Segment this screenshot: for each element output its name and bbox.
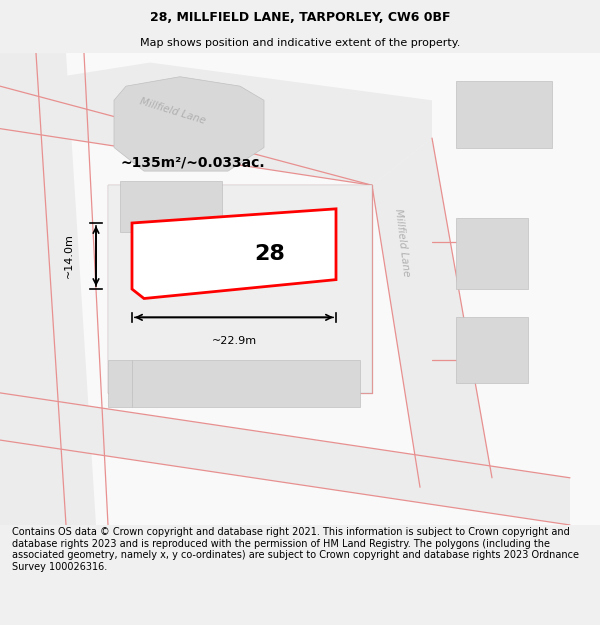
Text: Millfield Lane: Millfield Lane bbox=[138, 96, 206, 126]
Polygon shape bbox=[0, 393, 570, 525]
Text: ~22.9m: ~22.9m bbox=[211, 336, 257, 346]
Polygon shape bbox=[0, 53, 600, 525]
Polygon shape bbox=[132, 360, 360, 407]
Polygon shape bbox=[456, 318, 528, 383]
Polygon shape bbox=[372, 138, 492, 488]
Text: Map shows position and indicative extent of the property.: Map shows position and indicative extent… bbox=[140, 38, 460, 48]
Text: Millfield Lane: Millfield Lane bbox=[393, 208, 411, 277]
Polygon shape bbox=[456, 81, 552, 148]
Polygon shape bbox=[0, 53, 96, 525]
Polygon shape bbox=[0, 62, 432, 185]
Text: ~14.0m: ~14.0m bbox=[64, 234, 74, 279]
Polygon shape bbox=[108, 185, 372, 393]
Polygon shape bbox=[456, 218, 528, 289]
Text: Contains OS data © Crown copyright and database right 2021. This information is : Contains OS data © Crown copyright and d… bbox=[12, 527, 579, 572]
Text: 28: 28 bbox=[254, 244, 286, 264]
Text: ~135m²/~0.033ac.: ~135m²/~0.033ac. bbox=[120, 156, 265, 169]
Polygon shape bbox=[108, 360, 132, 407]
Polygon shape bbox=[132, 209, 336, 299]
Text: 28, MILLFIELD LANE, TARPORLEY, CW6 0BF: 28, MILLFIELD LANE, TARPORLEY, CW6 0BF bbox=[150, 11, 450, 24]
Polygon shape bbox=[114, 77, 264, 171]
Polygon shape bbox=[120, 181, 222, 232]
